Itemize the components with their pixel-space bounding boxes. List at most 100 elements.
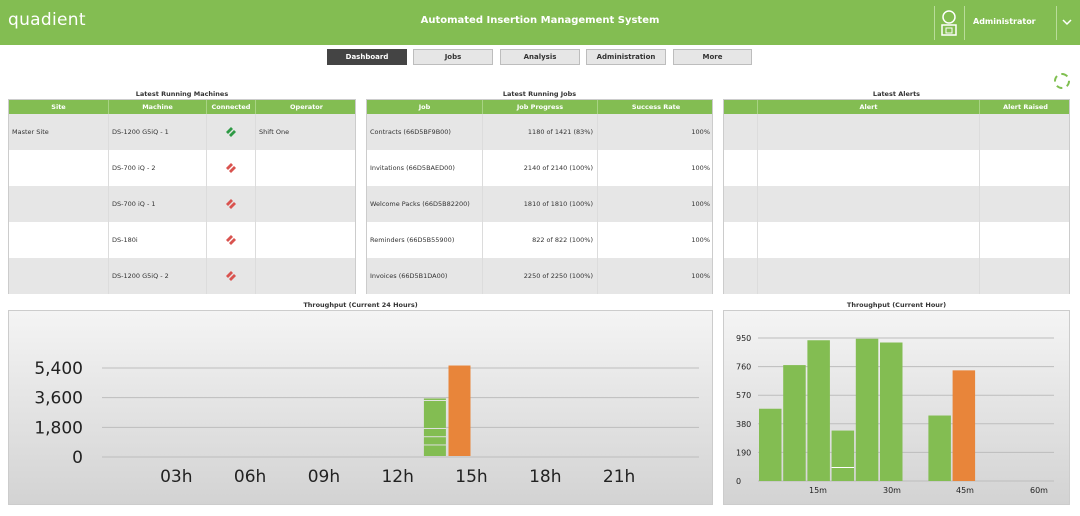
- success-rate-cell: 100%: [691, 164, 710, 172]
- user-badge-icon[interactable]: [940, 9, 958, 37]
- alert-cell: [724, 114, 758, 150]
- site-cell: [9, 222, 109, 258]
- y-tick-label: 190: [736, 448, 751, 457]
- tab-dashboard[interactable]: Dashboard: [327, 49, 407, 65]
- alert-row: [724, 114, 1069, 150]
- col-operator[interactable]: Operator: [290, 103, 323, 111]
- throughput-bar[interactable]: [855, 338, 879, 481]
- operator-cell: [256, 258, 357, 294]
- tab-more[interactable]: More: [673, 49, 752, 65]
- job-progress-cell: 1810 of 1810 (100%): [483, 186, 598, 222]
- operator-cell: [256, 186, 357, 222]
- disconnected-icon: [226, 235, 236, 245]
- alert-cell: [724, 258, 758, 294]
- job-progress-cell: 2250 of 2250 (100%): [483, 258, 598, 294]
- site-cell: [9, 258, 109, 294]
- throughput-bar[interactable]: [831, 430, 855, 481]
- alert-cell: [724, 186, 758, 222]
- col-alert-icon: [724, 100, 758, 114]
- throughput-bar[interactable]: [783, 365, 806, 481]
- y-tick-label: 950: [736, 334, 751, 343]
- throughput-bar[interactable]: [423, 400, 446, 428]
- y-tick-label: 380: [736, 420, 751, 429]
- alert-cell: [980, 222, 1071, 258]
- y-tick-label: 0: [736, 477, 741, 486]
- connected-cell: [207, 258, 256, 294]
- y-tick-label: 3,600: [34, 389, 83, 409]
- throughput-bar[interactable]: [423, 428, 446, 437]
- tab-analysis[interactable]: Analysis: [500, 49, 580, 65]
- site-cell: Master Site: [9, 114, 109, 150]
- col-site[interactable]: Site: [9, 100, 109, 114]
- jobs-table: Job Job Progress Success Rate Contracts …: [366, 99, 713, 294]
- y-tick-label: 0: [72, 448, 83, 468]
- y-tick-label: 570: [736, 391, 751, 400]
- machine-row[interactable]: DS-700 iQ - 1: [9, 186, 355, 222]
- tab-administration[interactable]: Administration: [586, 49, 666, 65]
- throughput-bar[interactable]: [448, 365, 471, 456]
- job-row[interactable]: Contracts (66D5BF9B00) 1180 of 1421 (83%)…: [367, 114, 712, 150]
- x-tick-label: 09h: [308, 467, 340, 487]
- refresh-spinner-icon: [1054, 73, 1070, 89]
- throughput-bar[interactable]: [423, 398, 446, 400]
- app-header: quadient Automated Insertion Management …: [0, 0, 1080, 45]
- site-cell: [9, 186, 109, 222]
- throughput-24h-svg: 5,400 3,600 1,800 0 03h 06h 09h 12h 15h 18h 21h: [34, 359, 699, 487]
- alert-cell: [758, 186, 980, 222]
- jobs-header-row: Job Job Progress Success Rate: [367, 100, 712, 114]
- job-progress-cell: 1180 of 1421 (83%): [483, 114, 598, 150]
- col-alert-raised[interactable]: Alert Raised: [1003, 103, 1048, 111]
- job-row[interactable]: Invoices (66D5B1DA00) 2250 of 2250 (100%)…: [367, 258, 712, 294]
- disconnected-icon: [226, 271, 236, 281]
- success-rate-cell: 100%: [691, 200, 710, 208]
- throughput-bar[interactable]: [807, 340, 830, 481]
- throughput-bar[interactable]: [952, 370, 976, 481]
- job-row[interactable]: Welcome Packs (66D5B82200) 1810 of 1810 (…: [367, 186, 712, 222]
- alert-cell: [758, 150, 980, 186]
- job-row[interactable]: Reminders (66D5B55900) 822 of 822 (100%) 1…: [367, 222, 712, 258]
- alerts-table: Alert Alert Raised: [723, 99, 1070, 294]
- col-connected[interactable]: Connected: [207, 100, 256, 114]
- alert-cell: [758, 222, 980, 258]
- job-cell: Invoices (66D5B1DA00): [367, 258, 483, 294]
- chevron-down-icon[interactable]: [1061, 16, 1073, 28]
- connected-cell: [207, 114, 256, 150]
- alert-cell: [724, 222, 758, 258]
- machine-cell: DS-180i: [109, 222, 207, 258]
- throughput-bar[interactable]: [759, 408, 782, 481]
- col-alert[interactable]: Alert: [758, 100, 980, 114]
- col-job[interactable]: Job: [367, 100, 483, 114]
- disconnected-icon: [226, 163, 236, 173]
- col-machine[interactable]: Machine: [109, 100, 207, 114]
- machine-row[interactable]: Master Site DS-1200 G5iQ - 1 Shift One: [9, 114, 355, 150]
- alert-row: [724, 186, 1069, 222]
- col-success-rate[interactable]: Success Rate: [631, 103, 681, 111]
- job-row[interactable]: Invitations (66D5BAED00) 2140 of 2140 (10…: [367, 150, 712, 186]
- chart-24h-title: Throughput (Current 24 Hours): [303, 301, 418, 309]
- machine-row[interactable]: DS-180i: [9, 222, 355, 258]
- throughput-bar[interactable]: [928, 415, 951, 481]
- machines-table: Site Machine Connected Operator Master S…: [8, 99, 356, 294]
- machine-cell: DS-700 iQ - 2: [109, 150, 207, 186]
- throughput-bar[interactable]: [423, 445, 446, 456]
- site-cell: [9, 150, 109, 186]
- machine-cell: DS-700 iQ - 1: [109, 186, 207, 222]
- machine-row[interactable]: DS-700 iQ - 2: [9, 150, 355, 186]
- operator-cell: [256, 150, 357, 186]
- x-tick-label: 15m: [809, 486, 827, 495]
- success-rate-cell: 100%: [691, 128, 710, 136]
- throughput-bar[interactable]: [423, 437, 446, 445]
- alert-row: [724, 222, 1069, 258]
- connected-icon: [226, 127, 236, 137]
- throughput-24h-chart: 5,400 3,600 1,800 0 03h 06h 09h 12h 15h 18h 21h: [8, 310, 713, 505]
- jobs-title: Latest Running Jobs: [502, 90, 577, 98]
- x-tick-label: 18h: [529, 467, 561, 487]
- alert-cell: [758, 258, 980, 294]
- machine-row[interactable]: DS-1200 G5iQ - 2: [9, 258, 355, 294]
- alert-cell: [980, 258, 1071, 294]
- col-job-progress[interactable]: Job Progress: [483, 100, 598, 114]
- throughput-bar[interactable]: [880, 342, 903, 481]
- tab-jobs[interactable]: Jobs: [413, 49, 493, 65]
- user-name[interactable]: Administrator: [973, 17, 1036, 26]
- x-tick-label: 45m: [956, 486, 974, 495]
